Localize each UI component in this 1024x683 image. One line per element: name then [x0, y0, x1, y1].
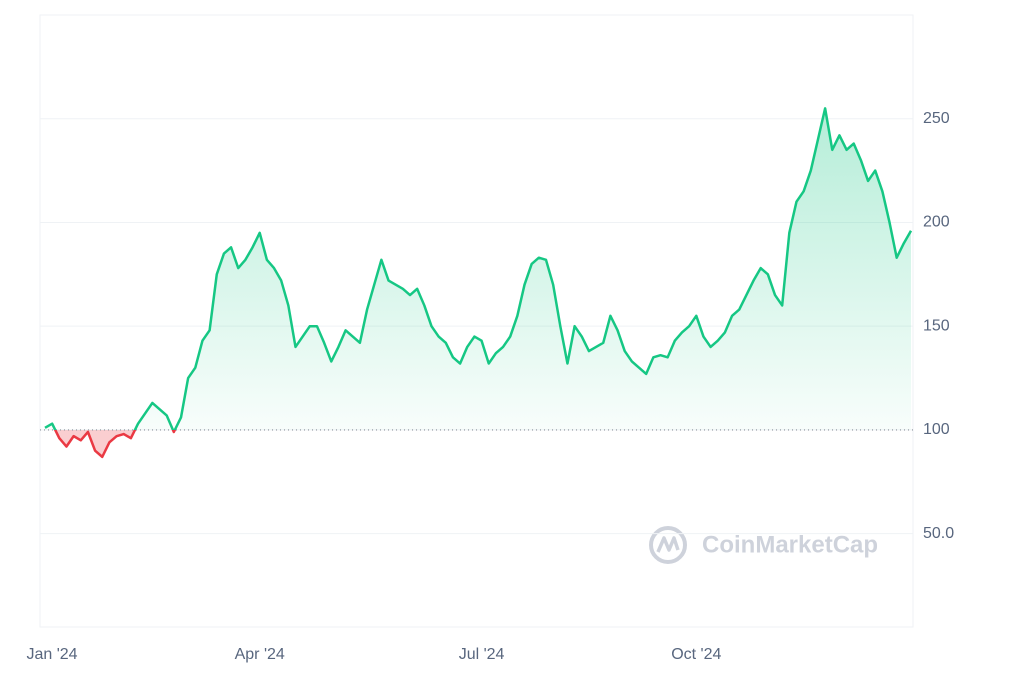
price-area	[45, 108, 911, 457]
y-tick-label: 100	[923, 421, 950, 438]
x-tick-label: Jan '24	[26, 646, 77, 663]
x-tick-label: Apr '24	[235, 646, 285, 663]
watermark: CoinMarketCap	[649, 526, 878, 564]
y-tick-label: 250	[923, 110, 950, 127]
y-tick-label: 150	[923, 317, 950, 334]
x-tick-label: Oct '24	[671, 646, 721, 663]
x-tick-label: Jul '24	[459, 646, 505, 663]
plot-frame	[39, 14, 914, 628]
price-line	[44, 107, 913, 459]
y-tick-label: 50.0	[923, 525, 954, 542]
y-tick-label: 200	[923, 214, 950, 231]
watermark-text: CoinMarketCap	[702, 531, 878, 558]
